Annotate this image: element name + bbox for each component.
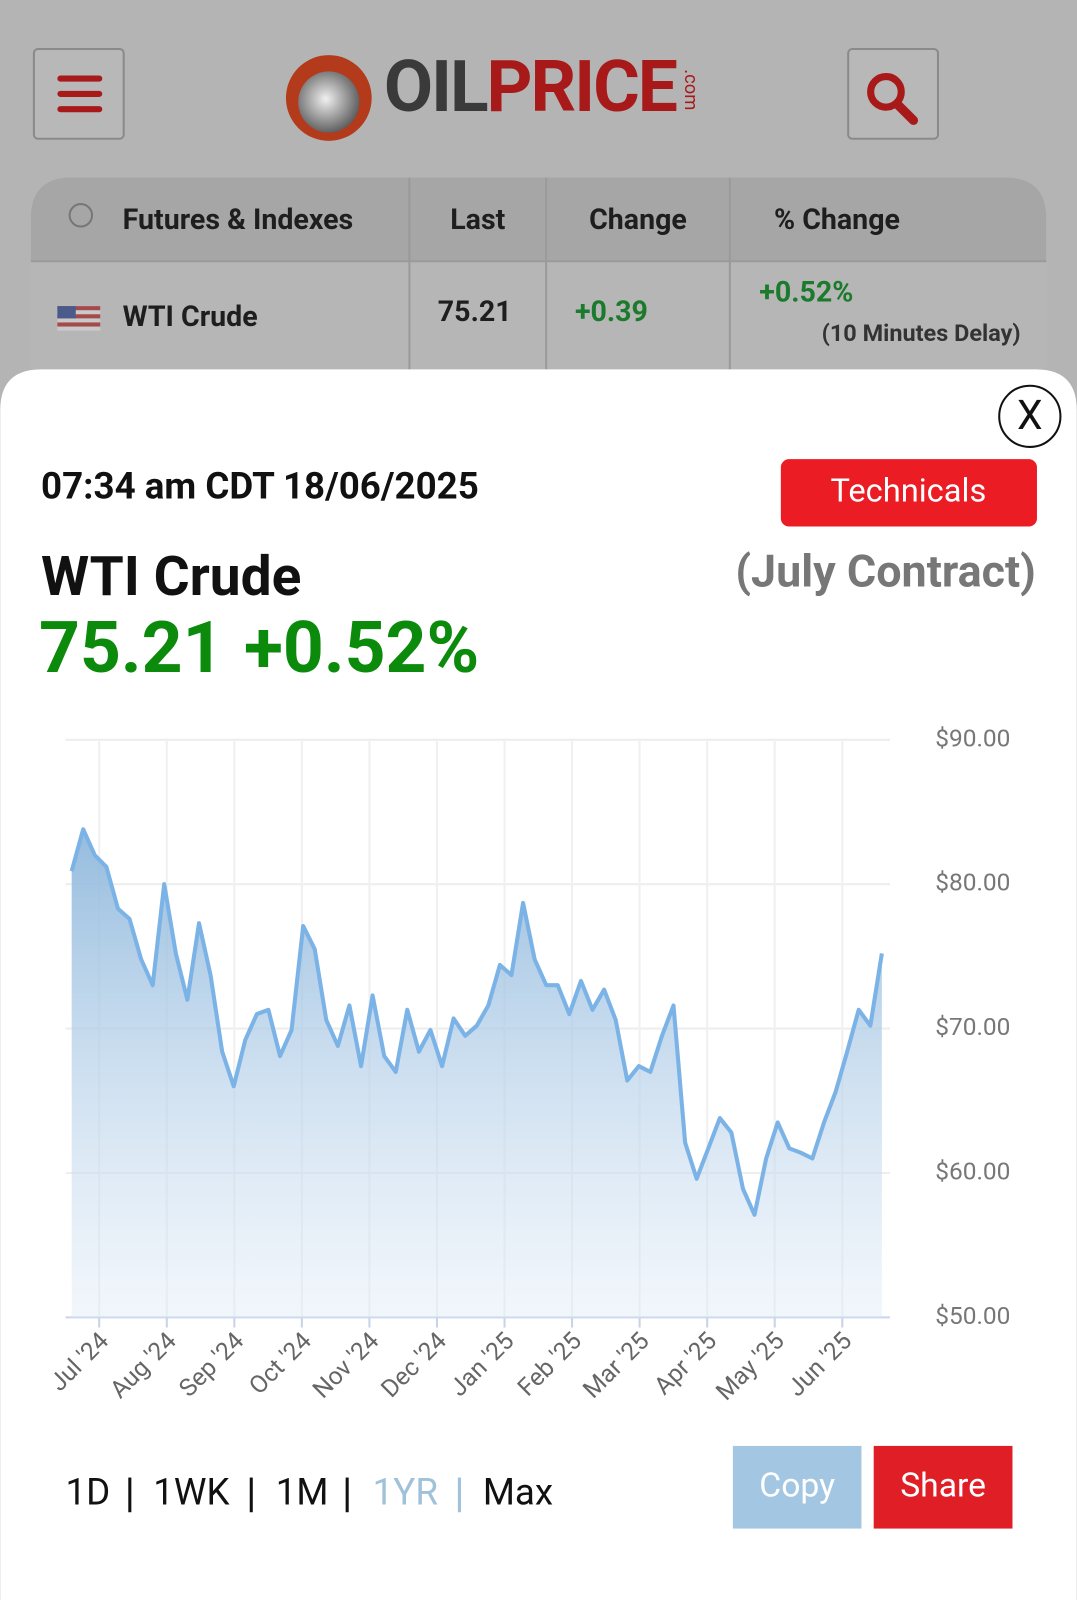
table-row — [30, 261, 1047, 374]
price-line: 75.21 +0.52% — [39, 607, 479, 690]
technicals-label: Technicals — [830, 471, 986, 509]
area-fill — [71, 829, 882, 1318]
column-header: Change — [589, 202, 687, 236]
price-line — [69, 827, 884, 1217]
instrument-title: WTI Crude — [41, 545, 301, 609]
pct-change: +0.52% — [759, 274, 853, 308]
range-option[interactable]: 1D — [66, 1471, 111, 1514]
range-selector: 1D 1WK 1M 1YR Max — [66, 1471, 554, 1514]
change: +0.39 — [575, 294, 648, 328]
y-tick-label: $50.00 — [935, 1301, 1010, 1330]
last-price: 75.21 — [438, 294, 512, 328]
logo-drop — [298, 71, 360, 133]
price: 75.21 — [39, 607, 224, 690]
contract: (July Contract) — [735, 544, 1036, 597]
y-tick-label: $60.00 — [935, 1156, 1010, 1185]
logo-suffix: .com — [680, 69, 701, 110]
range-option[interactable]: 1WK — [153, 1471, 230, 1514]
us-flag — [57, 306, 101, 331]
copy-button[interactable] — [732, 1445, 862, 1529]
logo: OILPRICE — [384, 46, 677, 129]
timestamp: 07:34 am CDT 18/06/2025 — [41, 464, 479, 507]
y-tick-label: $90.00 — [935, 723, 1010, 752]
column-header: Futures & Indexes — [123, 202, 354, 236]
y-tick-label: $70.00 — [935, 1012, 1010, 1041]
logo-red: PRICE — [487, 46, 677, 129]
share-label: Share — [900, 1467, 986, 1506]
logo-dark: OIL — [384, 46, 488, 129]
range-option[interactable]: Max — [483, 1471, 553, 1514]
technicals-button[interactable] — [780, 459, 1037, 527]
globe-icon — [68, 203, 94, 228]
copy-label: Copy — [759, 1467, 835, 1506]
instrument-name: WTI Crude — [123, 299, 258, 333]
table-header — [30, 177, 1047, 262]
close-button[interactable] — [998, 384, 1062, 448]
y-tick-label: $80.00 — [935, 868, 1010, 897]
column-header: Last — [450, 202, 505, 236]
column-header: % Change — [774, 202, 900, 236]
share-button[interactable] — [873, 1445, 1013, 1529]
close-label: X — [1017, 391, 1043, 439]
menu-icon — [57, 75, 103, 113]
table-dividers — [30, 177, 1047, 374]
search-button[interactable] — [847, 47, 940, 140]
price-change: +0.52% — [244, 607, 479, 690]
delay-note: (10 Minutes Delay) — [822, 319, 1021, 347]
range-option[interactable]: 1YR — [373, 1471, 438, 1514]
range-option[interactable]: 1M — [276, 1471, 329, 1514]
search-icon — [867, 72, 919, 125]
